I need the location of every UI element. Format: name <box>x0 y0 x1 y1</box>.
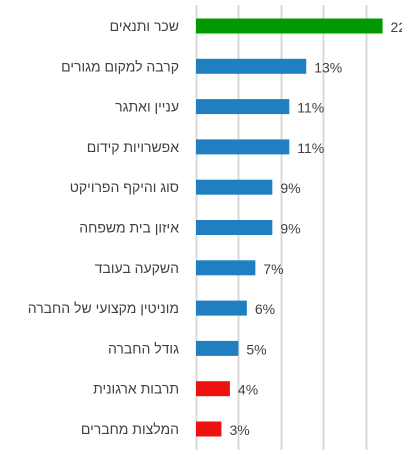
category-label: איזון בית משפחה <box>79 220 179 236</box>
data-label: 11% <box>297 140 324 156</box>
bar <box>196 19 383 34</box>
bar <box>196 422 221 437</box>
category-label: המלצות מחברים <box>81 421 179 437</box>
data-label: 9% <box>280 180 300 196</box>
category-label: גודל החברה <box>108 340 179 356</box>
category-labels: שכר ותנאים קרבה למקום מגורים עניין ואתגר אפ… <box>28 18 179 437</box>
category-label: עניין ואתגר <box>115 99 179 115</box>
bar <box>196 381 230 396</box>
category-label: תרבות ארגונית <box>93 381 179 397</box>
data-label: 5% <box>246 341 266 357</box>
bar <box>196 220 272 235</box>
bar <box>196 301 247 316</box>
data-label: 11% <box>297 100 324 116</box>
category-label: אפשרויות קידום <box>87 139 179 155</box>
category-label: סוג והיקף הפרויקט <box>70 179 179 195</box>
data-label: 6% <box>255 301 275 317</box>
data-label: 7% <box>263 261 283 277</box>
bar <box>196 260 255 275</box>
data-label: 13% <box>314 59 342 75</box>
data-label: 22% <box>391 19 402 35</box>
bar <box>196 59 306 74</box>
bar <box>196 139 289 154</box>
category-label: קרבה למקום מגורים <box>61 58 179 74</box>
data-label: 9% <box>280 221 300 237</box>
category-label: השקעה בעובד <box>95 260 179 276</box>
category-label: מוניטין מקצועי של החברה <box>28 300 179 316</box>
category-label: שכר ותנאים <box>110 18 179 34</box>
bar <box>196 341 238 356</box>
bar <box>196 180 272 195</box>
bar <box>196 99 289 114</box>
data-label: 4% <box>238 382 258 398</box>
data-label: 3% <box>229 422 249 438</box>
